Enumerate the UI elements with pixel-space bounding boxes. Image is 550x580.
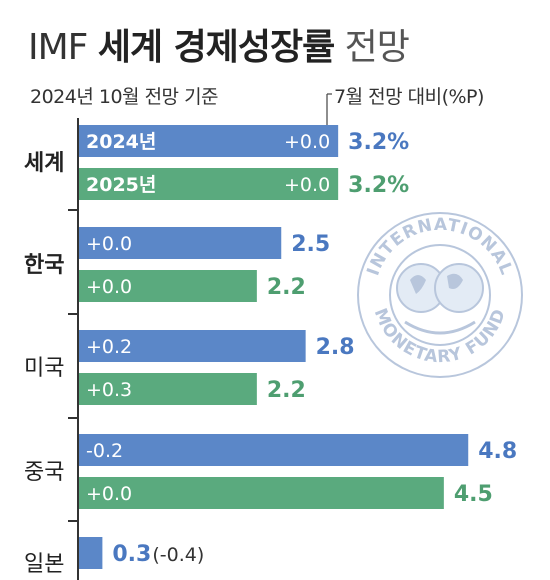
category-label: 한국 — [24, 253, 64, 278]
category-label: 중국 — [24, 460, 64, 485]
imf-seal-icon: INTERNATIONAL MONETARY FUND — [357, 212, 523, 378]
change-label: -0.2 — [86, 440, 123, 462]
value-label: 3.2% — [348, 173, 409, 198]
value-label: 4.5 — [454, 482, 493, 507]
bar-1-1 — [78, 270, 257, 302]
category-label: 세계 — [24, 151, 64, 176]
value-label: 4.8 — [478, 439, 517, 464]
title-main: 세계 경제성장률 — [97, 27, 335, 68]
change-label: +0.0 — [284, 131, 330, 153]
value-label: 2.8 — [316, 335, 355, 360]
change-label: +0.3 — [86, 379, 132, 401]
bar-1-3 — [78, 477, 444, 509]
title-suffix: 전망 — [344, 27, 410, 68]
value-label: 2.2 — [267, 378, 306, 403]
category-label: 미국 — [24, 356, 64, 381]
category-label: 일본 — [24, 552, 64, 577]
change-note: 7월 전망 대비(%P) — [334, 86, 484, 108]
series-label: 2024년 — [86, 131, 156, 153]
value-label: 2.2 — [267, 275, 306, 300]
bar-0-2 — [78, 330, 306, 362]
series-label: 2025년 — [86, 174, 156, 196]
value-label: 3.2% — [348, 130, 409, 155]
value-label: 0.3 — [112, 542, 151, 567]
change-label: +0.0 — [86, 233, 132, 255]
bar-0-3 — [78, 434, 469, 466]
bar-0-1 — [78, 227, 282, 259]
title-prefix: IMF — [28, 27, 88, 68]
change-label: +0.0 — [86, 483, 132, 505]
chart-subtitle: 2024년 10월 전망 기준 — [30, 86, 219, 108]
value-label: 2.5 — [291, 232, 330, 257]
chart-title: IMF 세계 경제성장률 전망 — [28, 18, 410, 70]
change-label: +0.0 — [284, 174, 330, 196]
bar-0-4 — [78, 537, 103, 569]
bar-1-2 — [78, 373, 257, 405]
bar-0-0 — [78, 125, 339, 157]
change-label: +0.2 — [86, 336, 132, 358]
change-label: +0.0 — [86, 276, 132, 298]
change-label: (-0.4) — [152, 544, 204, 566]
bar-1-0 — [78, 168, 339, 200]
